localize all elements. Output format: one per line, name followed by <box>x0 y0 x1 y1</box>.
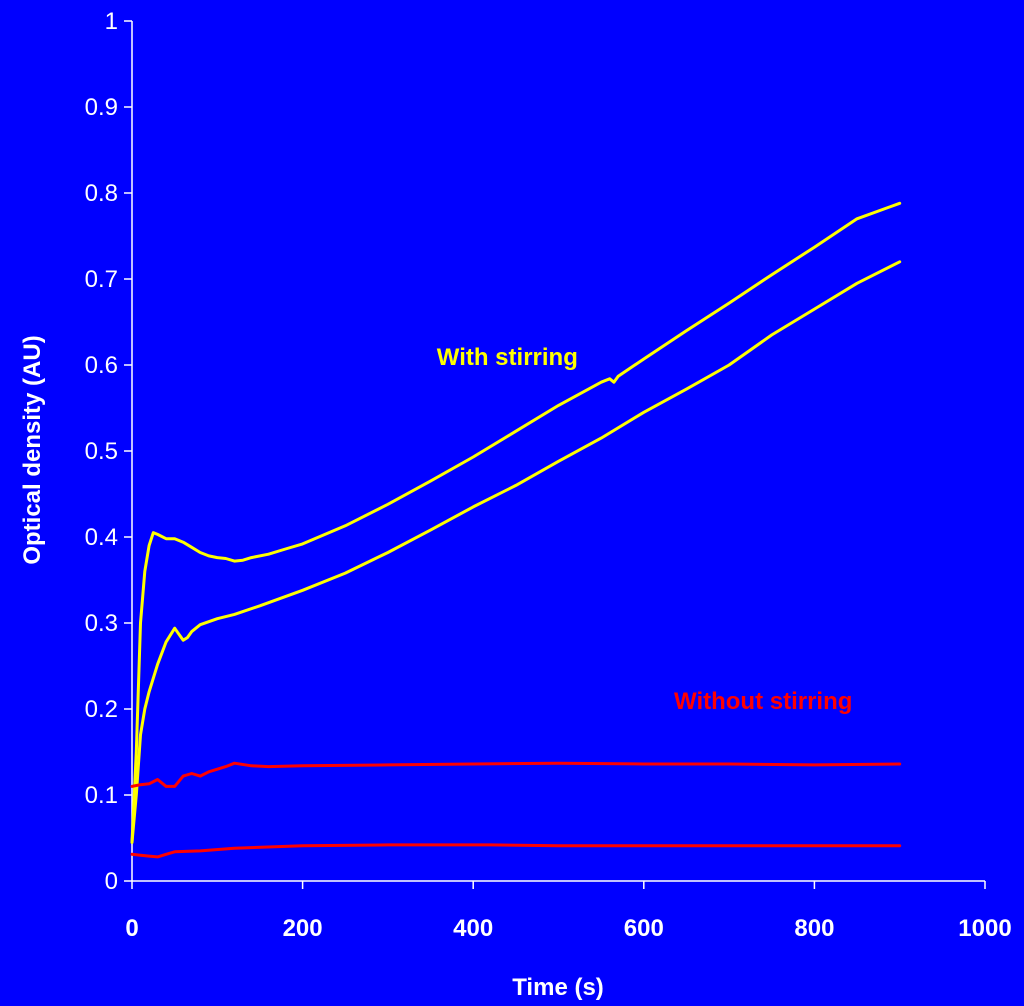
y-tick-label: 0 <box>105 868 118 895</box>
x-tick-label: 800 <box>794 915 834 942</box>
y-tick-label: 0.7 <box>85 266 118 293</box>
series-line-2 <box>130 260 902 844</box>
y-axis-title: Optical density (AU) <box>19 335 46 564</box>
y-tick-label: 0.6 <box>85 352 118 379</box>
x-tick-label: 200 <box>283 915 323 942</box>
y-tick-label: 0.5 <box>85 438 118 465</box>
plot-area: 0 0.1 0.2 0.3 0.4 0.5 0.6 0.7 0.8 0.9 1 0 200 400 600 8… <box>85 8 1012 942</box>
y-tick-label: 0.1 <box>85 782 118 809</box>
y-tick-label: 0.8 <box>85 180 118 207</box>
x-tick-label: 0 <box>125 915 138 942</box>
y-tick-label: 0.3 <box>85 610 118 637</box>
series-line-3 <box>130 761 902 788</box>
y-tick-label: 0.4 <box>85 524 118 551</box>
x-tick-label: 600 <box>624 915 664 942</box>
y-tick-label: 0.2 <box>85 696 118 723</box>
x-axis-title: Time (s) <box>512 974 604 1001</box>
series-line-1 <box>130 201 902 844</box>
x-tick-label: 400 <box>453 915 493 942</box>
annotation-1: With stirring <box>437 344 578 371</box>
series-line-4 <box>130 843 902 859</box>
y-tick-label: 1 <box>105 8 118 35</box>
y-tick-label: 0.9 <box>85 94 118 121</box>
annotation-2: Without stirring <box>674 688 852 715</box>
x-tick-label: 1000 <box>958 915 1011 942</box>
